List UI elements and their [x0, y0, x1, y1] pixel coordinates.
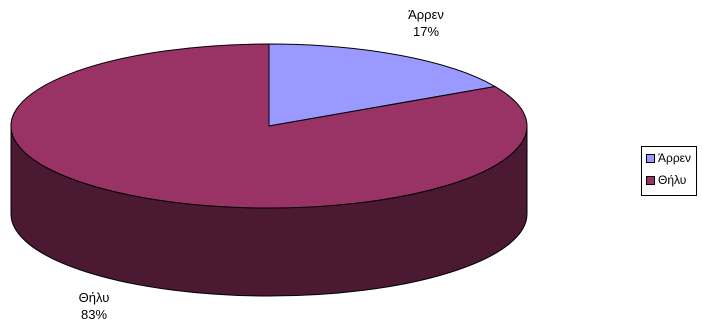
data-label-arren-percent: 17% [412, 24, 440, 39]
legend-item-thilu: Θήλυ [646, 172, 686, 188]
data-label-thilu: Θήλυ 83% [64, 289, 124, 323]
data-label-thilu-percent: 83% [80, 307, 108, 322]
legend-swatch-arren [646, 153, 655, 163]
data-label-thilu-category: Θήλυ [78, 290, 110, 305]
pie-slice-arren [268, 43, 497, 127]
legend-swatch-thilu [646, 175, 655, 185]
data-label-arren-category: Άρρεν [408, 7, 444, 22]
legend-label-thilu: Θήλυ [658, 173, 687, 187]
legend-label-arren: Άρρεν [658, 151, 692, 165]
legend-item-arren: Άρρεν [646, 150, 691, 166]
data-label-arren: Άρρεν 17% [396, 6, 456, 40]
pie-slice-thilu [10, 43, 528, 209]
legend: Άρρεν Θήλυ [641, 146, 697, 196]
